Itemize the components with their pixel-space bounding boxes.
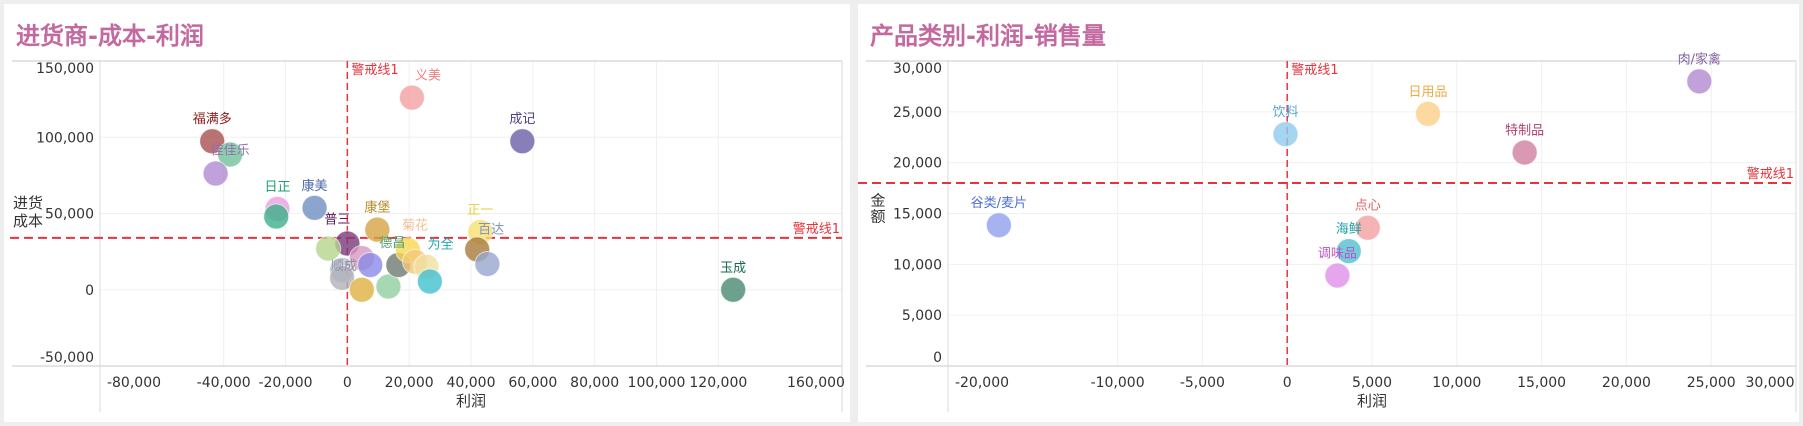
data-point-label: 康美 [302, 178, 328, 194]
y-tick-label: 20,000 [893, 156, 942, 172]
data-point [217, 141, 244, 168]
y-tick-label: 5,000 [902, 308, 942, 324]
data-point-label: 普三 [324, 213, 350, 228]
x-tick-label: 15,000 [1517, 375, 1566, 391]
x-tick-label: 30,000 [1746, 375, 1795, 391]
category-profit-sales-panel: 产品类别-利润-销售量 30,000 25,000 20,000 15,000 10,0… [858, 4, 1799, 422]
x-tick-label: 5,000 [1352, 375, 1392, 391]
data-point [720, 276, 747, 303]
data-point-label: 康堡 [364, 200, 390, 216]
y-tick-label: 15,000 [893, 207, 942, 223]
data-point-label: 义美 [415, 69, 441, 84]
data-point-label: 为全 [427, 237, 453, 253]
x-tick-label: 100,000 [628, 375, 686, 391]
data-point-label: 顺成 [331, 259, 357, 274]
y-axis-title: 金额 [870, 192, 885, 226]
y-tick-label: 150,000 [36, 61, 94, 77]
x-tick-label: -5,000 [1180, 375, 1225, 391]
data-point [1335, 238, 1362, 265]
y-tick-label: -50,000 [40, 350, 94, 366]
data-point-label: 特制品 [1505, 124, 1544, 139]
data-point-label: 菊花 [402, 218, 428, 234]
x-tick-label: 160,000 [787, 375, 845, 391]
data-point [474, 250, 501, 277]
data-point-label: 佳佳乐 [211, 143, 250, 158]
x-tick-label: 25,000 [1687, 375, 1736, 391]
reference-line-label: 警戒线1 [793, 221, 840, 237]
y-tick-label: 25,000 [893, 105, 942, 121]
data-point [315, 235, 342, 262]
x-axis-title: 利润 [1357, 392, 1387, 410]
x-tick-label: -10,000 [1091, 375, 1145, 391]
data-point [199, 128, 226, 155]
chart-title: 进货商-成本-利润 [16, 22, 204, 50]
y-tick-label: 50,000 [45, 207, 94, 223]
data-point [364, 216, 391, 243]
x-tick-label: 0 [343, 375, 352, 391]
y-tick-label: 10,000 [893, 257, 942, 273]
x-tick-label: -80,000 [107, 375, 161, 391]
data-point [985, 212, 1012, 239]
supplier-scatter-chart: 150,000 100,000 50,000 0 -50,000 -80,000 -40,0… [10, 60, 845, 412]
data-point-label: 海鲜 [1336, 222, 1362, 237]
data-point-label: 德昌 [379, 236, 405, 251]
data-point [1511, 139, 1538, 166]
data-point [329, 264, 356, 291]
data-point-label: 正一 [467, 203, 493, 218]
reference-line-label: 警戒线1 [1291, 62, 1338, 78]
x-tick-label: 20,000 [385, 375, 434, 391]
data-point-label: 日正 [264, 180, 290, 195]
data-point-label: 点心 [1355, 199, 1381, 214]
data-point [301, 194, 328, 221]
data-point [509, 128, 536, 155]
data-point [1354, 214, 1381, 241]
data-point [1686, 68, 1713, 95]
category-scatter-chart: 30,000 25,000 20,000 15,000 10,000 5,000 0 -20,… [858, 51, 1797, 412]
y-tick-label: 30,000 [893, 61, 942, 77]
data-point [348, 276, 375, 303]
x-tick-label: -20,000 [955, 375, 1009, 391]
data-point [263, 203, 290, 230]
y-tick-label: 0 [85, 283, 94, 299]
data-point-label: 谷类/麦片 [971, 196, 1027, 211]
reference-line-label: 警戒线1 [1747, 166, 1794, 182]
data-point-label: 日用品 [1408, 85, 1447, 100]
data-point-label: 调味品 [1318, 247, 1357, 262]
y-tick-label: 0 [933, 350, 942, 366]
data-point [1324, 262, 1351, 289]
x-tick-label: 20,000 [1602, 375, 1651, 391]
data-point [357, 252, 384, 279]
x-tick-label: 60,000 [508, 375, 557, 391]
data-point-label: 成记 [509, 112, 535, 127]
reference-line-label: 警戒线1 [351, 62, 398, 78]
chart-title: 产品类别-利润-销售量 [870, 22, 1106, 50]
x-tick-label: -20,000 [258, 375, 312, 391]
data-point-label: 福满多 [193, 111, 232, 127]
x-tick-label: 10,000 [1432, 375, 1481, 391]
data-point [1414, 100, 1441, 127]
y-tick-label: 100,000 [36, 130, 94, 146]
data-point [375, 273, 402, 300]
data-point-label: 玉成 [720, 261, 746, 276]
supplier-cost-profit-panel: 进货商-成本-利润 150,000 100,000 50,000 0 -50,000 -8… [4, 4, 850, 422]
x-tick-label: 120,000 [689, 375, 747, 391]
data-point [202, 160, 229, 187]
x-tick-label: 0 [1283, 375, 1292, 391]
data-point-label: 百达 [478, 222, 504, 237]
y-axis-title: 进货成本 [12, 194, 43, 230]
data-point-label: 肉/家禽 [1678, 51, 1721, 67]
data-point [1272, 121, 1299, 148]
x-tick-label: -40,000 [197, 375, 251, 391]
x-tick-label: 80,000 [570, 375, 619, 391]
x-axis-title: 利润 [456, 392, 486, 410]
x-tick-label: 40,000 [447, 375, 496, 391]
data-point-label: 饮料 [1272, 105, 1298, 120]
data-point [398, 84, 425, 111]
data-point [416, 268, 443, 295]
